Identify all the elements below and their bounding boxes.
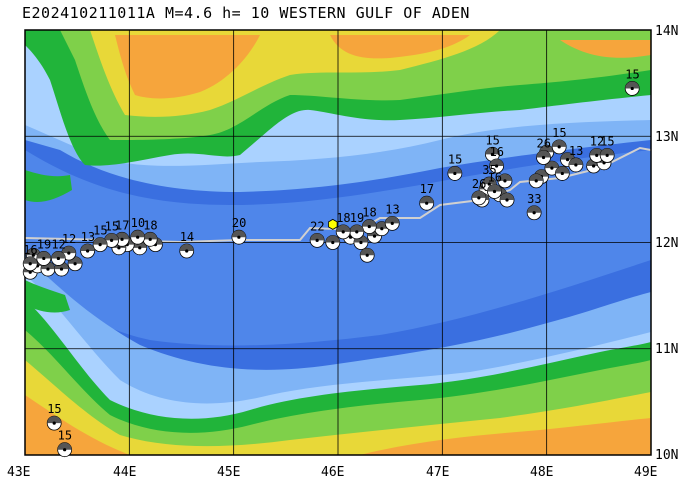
depth-label: 18 bbox=[143, 218, 157, 232]
focal-mechanism-icon bbox=[599, 147, 615, 163]
depth-label: 19 bbox=[350, 211, 364, 225]
focal-mechanism-icon bbox=[526, 205, 542, 221]
focal-mechanism-icon bbox=[384, 215, 400, 231]
depth-label: 26 bbox=[472, 177, 486, 191]
lat-label: 13N bbox=[655, 130, 678, 145]
focal-mechanism-icon bbox=[471, 190, 487, 206]
map-title: E202410211011A M=4.6 h= 10 WESTERN GULF … bbox=[22, 4, 470, 22]
depth-label: 13 bbox=[81, 230, 95, 244]
bab-el-mandeb-land bbox=[25, 280, 70, 313]
focal-mechanism-icon bbox=[67, 256, 83, 272]
lon-label: 49E bbox=[634, 465, 657, 480]
focal-mechanism-icon bbox=[489, 158, 504, 174]
focal-mechanism-icon bbox=[335, 224, 351, 240]
yemen-mountains bbox=[115, 35, 651, 99]
lon-label: 45E bbox=[217, 465, 240, 480]
depth-label: 16 bbox=[490, 145, 504, 159]
depth-label: 20 bbox=[232, 216, 246, 230]
lat-label: 11N bbox=[655, 342, 678, 357]
depth-label: 16 bbox=[488, 171, 502, 185]
focal-mechanism-icon bbox=[551, 139, 567, 155]
lon-label: 47E bbox=[426, 465, 449, 480]
depth-label: 26 bbox=[537, 137, 551, 151]
focal-mechanism-icon bbox=[419, 195, 435, 211]
focal-mechanism-icon bbox=[528, 173, 544, 189]
depth-label: 10 bbox=[131, 216, 145, 230]
lat-label: 14N bbox=[655, 24, 678, 39]
lon-label: 46E bbox=[321, 465, 344, 480]
focal-mechanism-icon bbox=[624, 81, 640, 96]
depth-label: 15 bbox=[600, 134, 614, 148]
focal-mechanism-icon bbox=[46, 415, 62, 431]
depth-label: 15 bbox=[625, 67, 639, 81]
focal-mechanism-icon bbox=[57, 442, 73, 458]
focal-mechanism-icon bbox=[50, 251, 66, 266]
focal-mechanism-icon bbox=[325, 235, 341, 250]
depth-label: 35 bbox=[482, 163, 496, 177]
depth-label: 15 bbox=[58, 429, 72, 443]
depth-label: 15 bbox=[552, 126, 566, 140]
focal-mechanism-icon bbox=[485, 146, 500, 162]
depth-label: 15 bbox=[47, 402, 61, 416]
depth-label: 14 bbox=[180, 230, 194, 244]
focal-mechanism-icon bbox=[536, 150, 551, 165]
focal-mechanism-icon bbox=[568, 157, 584, 173]
lon-label: 43E bbox=[7, 465, 30, 480]
focal-mechanism-icon bbox=[179, 243, 195, 259]
somalia-highland bbox=[25, 360, 651, 455]
mainshock-marker bbox=[328, 218, 338, 230]
focal-mechanism-icon bbox=[349, 224, 365, 240]
focal-mechanism-icon bbox=[36, 251, 52, 266]
lat-label: 10N bbox=[655, 448, 678, 463]
depth-label: 12 bbox=[51, 237, 65, 251]
event-layer: 1515151617351626332615131215131819182220… bbox=[22, 67, 640, 458]
focal-mechanism-icon bbox=[92, 237, 108, 253]
depth-label: 12 bbox=[62, 232, 76, 246]
depth-label: 13 bbox=[569, 144, 583, 158]
lon-label: 48E bbox=[530, 465, 553, 480]
focal-mechanism-icon bbox=[142, 231, 158, 247]
focal-mechanism-icon bbox=[359, 247, 375, 263]
depth-label: 16 bbox=[23, 243, 37, 257]
depth-label: 15 bbox=[93, 224, 107, 238]
depth-label: 22 bbox=[310, 219, 324, 233]
depth-label: 13 bbox=[385, 202, 399, 216]
lon-label: 44E bbox=[113, 465, 136, 480]
depth-label: 18 bbox=[362, 206, 376, 220]
focal-mechanism-icon bbox=[361, 219, 377, 234]
djibouti-coast bbox=[25, 170, 72, 202]
spreading-ridge bbox=[25, 146, 651, 244]
depth-label: 15 bbox=[105, 219, 119, 233]
focal-mechanism-icon bbox=[499, 192, 515, 208]
lat-axis: 14N 13N 12N 11N 10N bbox=[655, 24, 678, 463]
focal-mechanism-icon bbox=[104, 232, 119, 248]
map-frame bbox=[24, 29, 652, 456]
depth-label: 17 bbox=[420, 182, 434, 196]
somalia-mountains bbox=[25, 395, 651, 455]
depth-label: 15 bbox=[485, 133, 499, 147]
depth-label: 12 bbox=[590, 134, 604, 148]
depth-label: 18 bbox=[336, 211, 350, 225]
depth-label: 15 bbox=[448, 152, 462, 166]
focal-mechanism-icon bbox=[309, 232, 325, 248]
focal-mechanism-icon bbox=[130, 229, 146, 245]
depth-label: 19 bbox=[37, 237, 51, 251]
depth-label: 17 bbox=[115, 218, 129, 232]
focal-mechanism-icon bbox=[22, 256, 38, 272]
focal-mechanism-icon bbox=[231, 229, 247, 245]
lon-axis: 43E 44E 45E 46E 47E 48E 49E bbox=[7, 465, 657, 480]
focal-mechanism-icon bbox=[554, 166, 570, 181]
focal-mechanism-icon bbox=[487, 184, 502, 199]
depth-label: 33 bbox=[527, 192, 541, 206]
focal-mechanism-icon bbox=[497, 173, 513, 189]
lat-label: 12N bbox=[655, 236, 678, 251]
focal-mechanism-icon bbox=[447, 166, 463, 181]
focal-mechanism-icon bbox=[80, 243, 95, 259]
